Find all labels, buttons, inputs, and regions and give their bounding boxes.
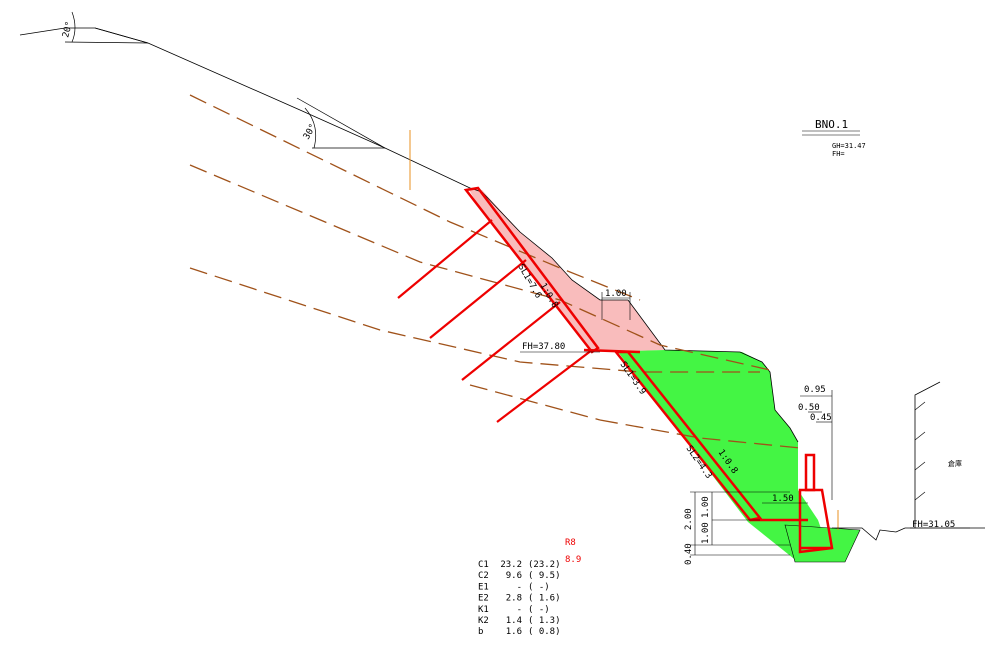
rank-score: 8.9 <box>565 555 581 565</box>
score-alt: ( -) <box>528 582 550 592</box>
score-table: C1 23.2 (23.2)C2 9.6( 9.5)E1-( -)E2 2.8( 1.6… <box>478 560 561 637</box>
score-name: C1 <box>478 560 489 570</box>
dimension: 0.95 <box>804 385 826 395</box>
score-alt: ( 0.8) <box>528 627 561 637</box>
building-wall <box>914 381 941 528</box>
fh-label: FH=37.80 <box>522 342 565 352</box>
dimension: 0.45 <box>810 413 832 423</box>
angle-leg <box>296 97 386 149</box>
score-value: - <box>517 582 522 592</box>
dimension: 1.00 <box>701 496 711 518</box>
building-hatch <box>914 401 926 501</box>
score-alt: (23.2) <box>528 560 561 570</box>
score-value: 1.6 <box>506 627 522 637</box>
station-fh: FH= <box>832 150 845 158</box>
stratum-lines <box>189 94 801 449</box>
score-alt: ( 1.6) <box>528 594 561 604</box>
fh-label: FH=31.05 <box>912 520 955 530</box>
score-value: 23.2 <box>500 560 522 570</box>
berm-width: 1.00 <box>605 289 627 299</box>
score-value: 9.6 <box>506 571 522 581</box>
score-name: b <box>478 627 483 637</box>
station-name: BNO.1 <box>815 118 848 131</box>
score-alt: ( 1.3) <box>528 616 561 626</box>
angle-arc <box>304 107 317 149</box>
score-value: 1.4 <box>506 616 522 626</box>
score-name: E1 <box>478 582 489 592</box>
score-alt: ( -) <box>528 605 550 615</box>
anchors <box>397 219 593 423</box>
angle-leg <box>64 41 149 44</box>
dimension: 1.00 <box>701 522 711 544</box>
slope-frames <box>463 186 834 554</box>
angle-label: 20° <box>61 20 75 38</box>
score-alt: ( 9.5) <box>528 571 561 581</box>
dimension: 0.50 <box>798 403 820 413</box>
score-name: K1 <box>478 605 489 615</box>
angle-leg <box>94 27 149 44</box>
station-gh: GH=31.47 <box>832 142 866 150</box>
road-line <box>832 527 985 541</box>
dimension: 1.50 <box>772 494 794 504</box>
dimension-lines <box>520 130 970 556</box>
rank-code: R8 <box>565 538 576 548</box>
dimension: 2.00 <box>684 508 694 530</box>
building-label: 倉庫 <box>948 459 962 468</box>
score-name: E2 <box>478 594 489 604</box>
score-name: C2 <box>478 571 489 581</box>
score-value: - <box>517 605 522 615</box>
dimension: 0.40 <box>684 543 694 565</box>
score-value: 2.8 <box>506 594 522 604</box>
angle-arc <box>71 11 76 43</box>
score-name: K2 <box>478 616 489 626</box>
